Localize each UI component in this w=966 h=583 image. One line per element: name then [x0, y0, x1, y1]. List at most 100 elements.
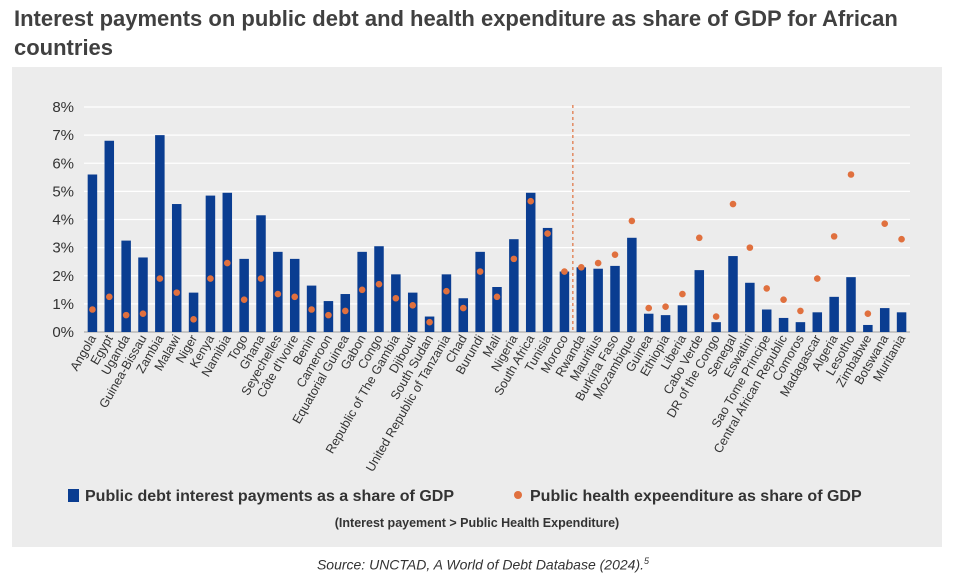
dot: [847, 171, 855, 178]
bar: [576, 267, 587, 332]
dot: [527, 197, 535, 205]
bar: [559, 271, 570, 332]
legend-bar-swatch: [68, 489, 79, 502]
bar: [761, 309, 772, 332]
bar: [829, 296, 839, 332]
dot: [712, 313, 720, 320]
chart-title: Interest payments on public debt and hea…: [14, 6, 898, 60]
dot: [746, 244, 754, 251]
dot: [443, 287, 450, 295]
dot: [881, 220, 889, 228]
dot: [105, 293, 113, 301]
bar: [87, 174, 98, 332]
dot: [190, 316, 197, 323]
bar: [458, 298, 469, 332]
dot: [594, 259, 602, 267]
bar: [778, 317, 789, 332]
dot: [898, 235, 905, 243]
dot: [493, 293, 501, 301]
dot: [679, 290, 686, 298]
y-tick-label: 5%: [52, 183, 74, 200]
dot: [510, 255, 518, 263]
gridlines: [84, 106, 910, 333]
source-text: Source: UNCTAD, A World of Debt Database…: [316, 556, 645, 573]
dot: [89, 306, 96, 313]
dot: [577, 264, 585, 271]
bar: [879, 308, 890, 332]
y-tick-label: 4%: [52, 212, 74, 229]
dot: [611, 251, 619, 258]
bar: [205, 195, 216, 332]
dot: [628, 217, 636, 225]
dot: [459, 304, 467, 312]
bar: [525, 192, 536, 332]
y-tick-label: 8%: [52, 99, 74, 116]
bar: [711, 322, 721, 332]
dot: [240, 296, 248, 303]
bar: [812, 312, 823, 332]
dot: [813, 275, 821, 282]
bar: [660, 315, 671, 332]
dot: [257, 275, 265, 282]
bar: [728, 256, 738, 332]
dot: [173, 289, 181, 296]
dot: [308, 306, 315, 313]
dot: [341, 307, 349, 315]
dot: [223, 259, 231, 267]
x-axis-labels: AngolaEgyptUgandaGuinea-BissauZambiaMala…: [67, 332, 908, 474]
dot: [780, 296, 787, 303]
bar: [643, 313, 654, 332]
bar: [475, 251, 485, 332]
legend-dot-swatch: [514, 491, 522, 499]
source-footnote: 5: [644, 556, 650, 566]
y-tick-label: 6%: [52, 155, 74, 172]
chart-panel: 0% 1% 2% 3% 4% 5% 6% 7% 8% Angola Egypt Uganda Guin…: [12, 67, 942, 547]
bar: [188, 292, 199, 332]
legend-bar-label: Public debt interest payments as a share…: [85, 488, 454, 505]
dot-series: [89, 171, 905, 326]
bar: [846, 277, 856, 332]
dot: [375, 280, 383, 288]
legend: Public debt interest payments as a share…: [68, 488, 862, 505]
bar: [677, 305, 688, 332]
dot: [797, 307, 804, 315]
bar: [509, 239, 519, 332]
dot: [325, 311, 332, 319]
chart-note: (Interest payement > Public Health Expen…: [335, 516, 619, 530]
bar: [863, 324, 873, 332]
dot: [122, 311, 130, 319]
bar: [593, 268, 603, 332]
bar: [155, 135, 165, 332]
bar: [374, 246, 384, 332]
bar: [610, 265, 620, 332]
bar: [492, 287, 502, 332]
bar: [391, 274, 401, 332]
bar: [745, 282, 755, 332]
y-axis-ticks: 0% 1% 2% 3% 4% 5% 6% 7% 8%: [52, 99, 74, 341]
bar: [627, 237, 637, 332]
bar: [441, 274, 452, 332]
dot: [830, 233, 838, 240]
dot: [645, 304, 653, 312]
bar: [542, 227, 553, 332]
dot: [476, 268, 484, 275]
bar: [121, 240, 131, 332]
dot: [426, 318, 433, 326]
dot: [561, 268, 568, 275]
bar: [694, 270, 705, 332]
bar: [896, 312, 907, 332]
y-tick-label: 2%: [52, 268, 74, 285]
dot: [544, 230, 551, 237]
y-tick-label: 3%: [52, 240, 74, 257]
y-tick-label: 0%: [52, 324, 74, 341]
legend-dot-label: Public health expeenditure as share of G…: [530, 488, 862, 505]
dot: [207, 275, 214, 282]
y-tick-label: 7%: [52, 127, 74, 144]
dot: [156, 275, 164, 282]
source-note: Source: UNCTAD, A World of Debt Database…: [0, 556, 966, 573]
dot: [291, 293, 299, 301]
chart: 0% 1% 2% 3% 4% 5% 6% 7% 8% AngolaEgyptUgandaGuin…: [52, 99, 910, 530]
y-tick-label: 1%: [52, 296, 74, 313]
dot: [662, 303, 669, 310]
dot: [358, 286, 366, 294]
